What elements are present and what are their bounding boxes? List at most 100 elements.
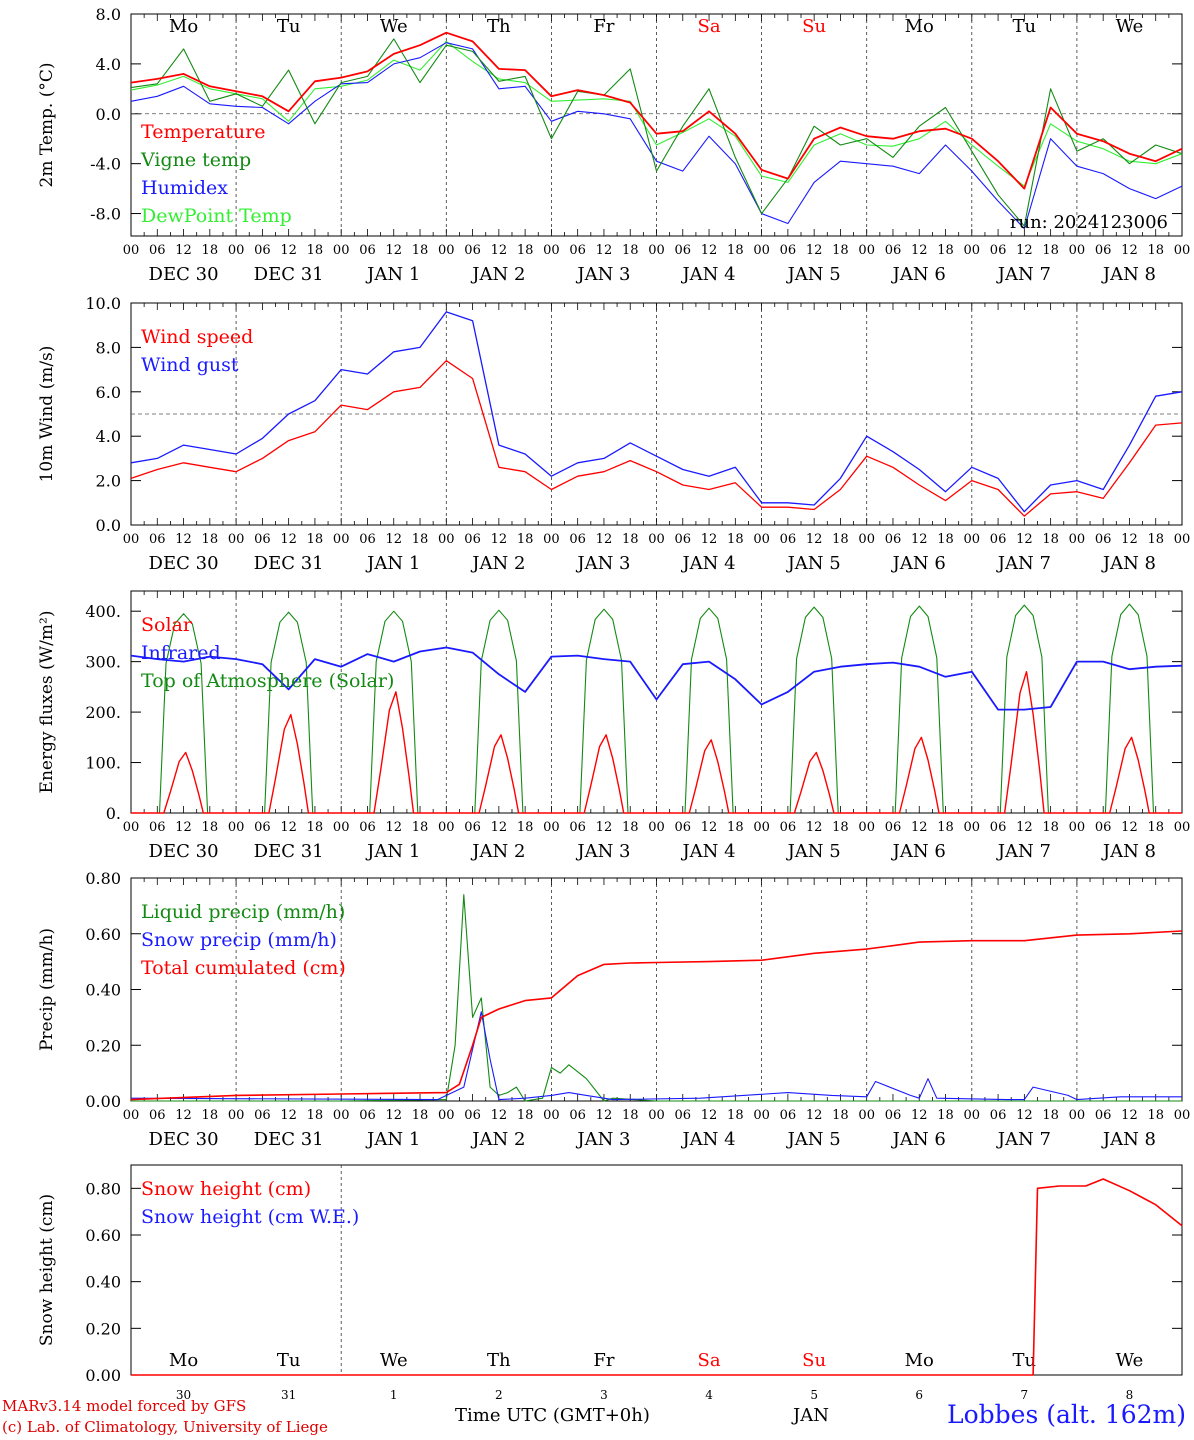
x-hour-label: 00 [964, 243, 981, 258]
x-hour-label: 00 [858, 532, 875, 547]
y-tick-label: 0.0 [96, 105, 121, 124]
x-hour-label: 18 [832, 243, 849, 258]
y-tick-label: 0.80 [85, 869, 121, 888]
x-hour-label: 12 [911, 243, 928, 258]
x-hour-label: 12 [491, 1108, 508, 1123]
day-number-label: 8 [1126, 1388, 1134, 1402]
x-hour-label: 12 [175, 1108, 192, 1123]
x-hour-label: 00 [543, 532, 560, 547]
x-hour-label: 18 [832, 1108, 849, 1123]
x-hour-label: 06 [359, 243, 376, 258]
x-hour-label: 06 [885, 532, 902, 547]
run-label: run: 2024123006 [1010, 212, 1168, 233]
x-hour-label: 00 [858, 243, 875, 258]
x-hour-label: 18 [1042, 532, 1059, 547]
x-hour-label: 00 [228, 532, 245, 547]
x-hour-label: 18 [727, 820, 744, 835]
x-date-label: DEC 30 [149, 1129, 219, 1150]
day-name-label: Mo [905, 16, 934, 37]
x-hour-label: 06 [569, 1108, 586, 1123]
x-date-label: DEC 30 [149, 841, 219, 862]
x-hour-label: 06 [254, 243, 271, 258]
x-hour-label: 00 [964, 532, 981, 547]
x-hour-label: 12 [806, 1108, 823, 1123]
day-name-label: Mo [169, 1350, 198, 1371]
x-date-label: JAN 1 [365, 264, 420, 285]
cumulated-precip-line [130, 930, 1183, 1101]
panel-4-ylabel: Precip (mm/h) [37, 928, 57, 1051]
x-hour-label: 06 [675, 1108, 692, 1123]
day-name-label: Sa [698, 16, 721, 37]
x-date-label: JAN 1 [365, 1129, 420, 1150]
x-hour-label: 12 [491, 820, 508, 835]
energy-legend-3: Top of Atmosphere (Solar) [141, 670, 394, 692]
x-date-label: JAN 5 [786, 264, 841, 285]
x-hour-label: 18 [1147, 1108, 1164, 1123]
x-hour-label: 12 [491, 243, 508, 258]
day-name-label: We [380, 1350, 408, 1371]
x-date-label: JAN 2 [470, 264, 525, 285]
x-hour-label: 18 [727, 243, 744, 258]
x-hour-label: 18 [1147, 820, 1164, 835]
x-date-label: JAN 3 [575, 841, 630, 862]
y-tick-label: 400. [85, 602, 121, 621]
x-hour-label: 18 [412, 532, 429, 547]
temperature-line-vigne-temp [130, 38, 1183, 227]
x-hour-label: 18 [202, 243, 219, 258]
x-hour-label: 12 [385, 532, 402, 547]
day-number-label: 5 [810, 1388, 818, 1402]
x-hour-label: 00 [123, 820, 140, 835]
x-hour-label: 06 [359, 532, 376, 547]
x-hour-label: 18 [517, 243, 534, 258]
x-hour-label: 00 [753, 243, 770, 258]
x-hour-label: 06 [1095, 820, 1112, 835]
day-name-label: Tu [277, 16, 301, 37]
day-name-label: Th [487, 1350, 511, 1371]
temperature-line-humidex [130, 42, 1183, 230]
day-number-label: 4 [705, 1388, 713, 1402]
panel-2-ylabel: 10m Wind (m/s) [37, 346, 57, 483]
x-hour-label: 06 [149, 1108, 166, 1123]
x-hour-label: 00 [1174, 820, 1191, 835]
x-hour-label: 00 [964, 820, 981, 835]
wind-line-wind-speed [130, 360, 1183, 517]
x-hour-label: 12 [280, 532, 297, 547]
y-tick-label: 0.20 [85, 1036, 121, 1055]
x-hour-label: 18 [412, 1108, 429, 1123]
x-hour-label: 12 [1121, 243, 1138, 258]
x-hour-label: 18 [307, 820, 324, 835]
x-date-label: DEC 31 [254, 1129, 324, 1150]
x-hour-label: 18 [832, 532, 849, 547]
x-hour-label: 12 [175, 820, 192, 835]
x-hour-label: 18 [307, 1108, 324, 1123]
x-hour-label: 12 [491, 532, 508, 547]
x-hour-label: 00 [123, 532, 140, 547]
panel-3-ylabel: Energy fluxes (W/m²) [37, 611, 57, 794]
panel-5-ylabel: Snow height (cm) [37, 1194, 57, 1346]
x-hour-label: 00 [543, 243, 560, 258]
day-name-label: Fr [593, 16, 614, 37]
x-date-label: DEC 30 [149, 264, 219, 285]
x-hour-label: 00 [753, 1108, 770, 1123]
day-name-label: Mo [905, 1350, 934, 1371]
y-tick-label: 10.0 [85, 294, 121, 313]
y-tick-label: -4.0 [90, 155, 121, 174]
x-hour-label: 06 [885, 1108, 902, 1123]
temperature-line-temperature [130, 31, 1183, 190]
x-hour-label: 00 [1174, 532, 1191, 547]
x-date-label: DEC 30 [149, 553, 219, 574]
x-date-label: DEC 31 [254, 841, 324, 862]
x-date-label: JAN 4 [680, 264, 735, 285]
x-hour-label: 18 [412, 820, 429, 835]
x-hour-label: 06 [149, 243, 166, 258]
x-date-label: JAN 1 [365, 553, 420, 574]
day-name-label: Su [802, 16, 826, 37]
x-hour-label: 18 [1042, 820, 1059, 835]
y-tick-label: 8.0 [96, 5, 121, 24]
month-label: JAN [793, 1405, 829, 1426]
y-tick-label: 0.40 [85, 981, 121, 1000]
infrared-line [130, 646, 1183, 711]
x-hour-label: 00 [228, 243, 245, 258]
x-hour-label: 06 [990, 820, 1007, 835]
